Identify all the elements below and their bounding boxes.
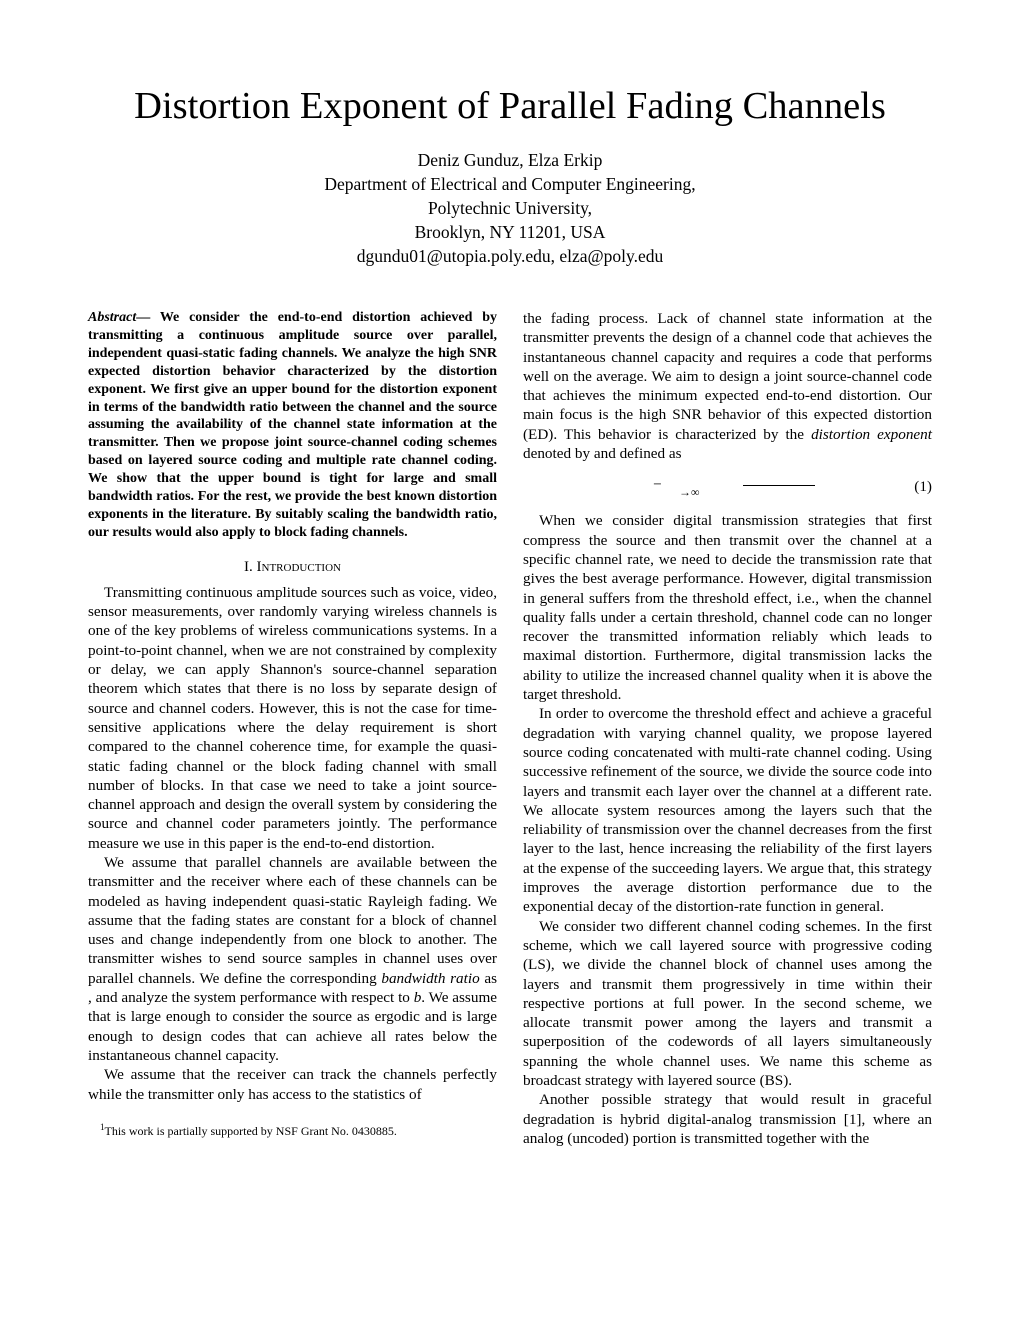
paper-title: Distortion Exponent of Parallel Fading C…	[88, 84, 932, 128]
right-paragraph-4: We consider two different channel coding…	[523, 917, 932, 1091]
right-paragraph-5: Another possible strategy that would res…	[523, 1090, 932, 1148]
paper-authors: Deniz Gunduz, Elza Erkip	[88, 150, 932, 171]
footnote-text: This work is partially supported by NSF …	[105, 1124, 397, 1138]
paper-emails: dgundu01@utopia.poly.edu, elza@poly.edu	[88, 246, 932, 267]
right-paragraph-2: When we consider digital transmission st…	[523, 511, 932, 704]
abstract-block: Abstract— We consider the end-to-end dis…	[88, 309, 497, 542]
right-paragraph-3: In order to overcome the threshold effec…	[523, 704, 932, 916]
right-p1-a: the fading process. Lack of channel stat…	[523, 310, 932, 443]
right-p1-b: denoted by and defined as	[523, 445, 682, 462]
intro-paragraph-2: We assume that parallel channels are ava…	[88, 853, 497, 1065]
bandwidth-ratio-term: bandwidth ratio	[381, 970, 479, 987]
right-column: the fading process. Lack of channel stat…	[523, 309, 932, 1148]
intro-paragraph-1: Transmitting continuous amplitude source…	[88, 583, 497, 853]
two-column-body: Abstract— We consider the end-to-end dis…	[88, 309, 932, 1148]
paper-university: Polytechnic University,	[88, 198, 932, 219]
abstract-label: Abstract	[88, 310, 136, 325]
eq-minus: −	[653, 475, 662, 494]
eq-fraction-bar	[743, 485, 815, 486]
intro-paragraph-3: We assume that the receiver can track th…	[88, 1065, 497, 1104]
intro-p2-a: We assume that parallel channels are ava…	[88, 854, 497, 987]
right-paragraph-1: the fading process. Lack of channel stat…	[523, 309, 932, 463]
paper-department: Department of Electrical and Computer En…	[88, 174, 932, 195]
paper-address: Brooklyn, NY 11201, USA	[88, 222, 932, 243]
section-1-heading: I. Introduction	[88, 558, 497, 577]
equation-1: − →∞ (1)	[523, 473, 932, 503]
abstract-text: — We consider the end-to-end distortion …	[88, 310, 497, 540]
eq-limit-arrow: →∞	[679, 485, 700, 500]
left-column: Abstract— We consider the end-to-end dis…	[88, 309, 497, 1148]
distortion-exponent-term: distortion exponent	[811, 426, 932, 443]
footnote: 1This work is partially supported by NSF…	[88, 1122, 497, 1139]
equation-number: (1)	[914, 477, 932, 496]
paper-page: Distortion Exponent of Parallel Fading C…	[0, 0, 1020, 1320]
